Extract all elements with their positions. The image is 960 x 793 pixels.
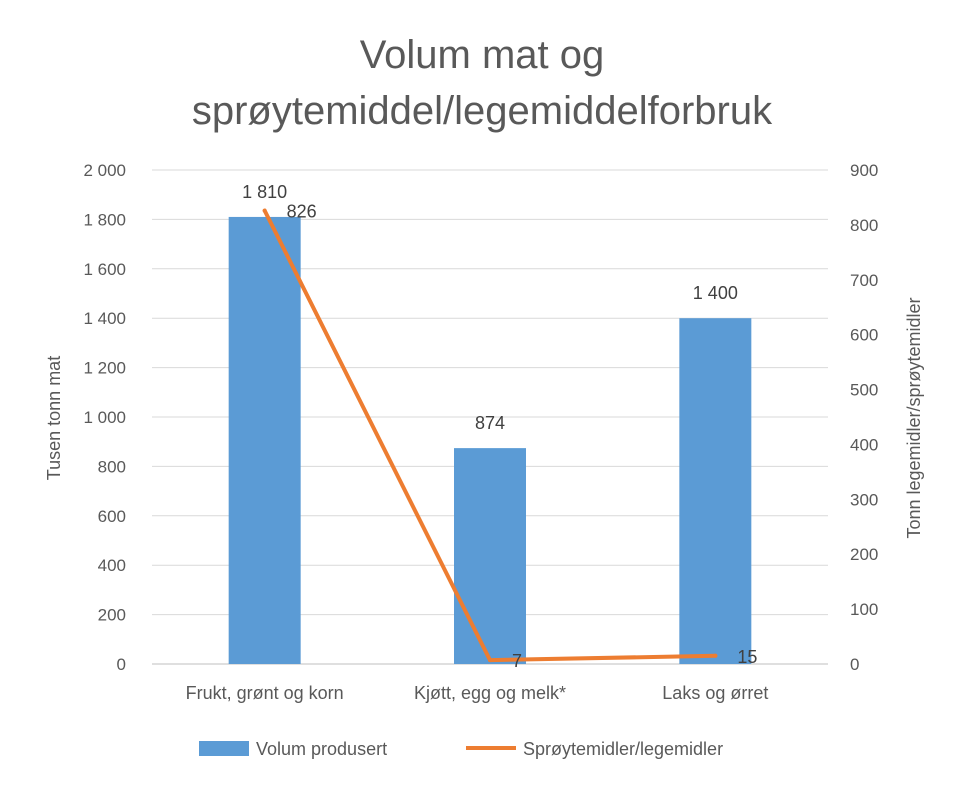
chart-title-line-2: sprøytemiddel/legemiddelforbruk xyxy=(192,89,773,133)
left-tick-label: 1 200 xyxy=(83,359,126,378)
left-tick-label: 200 xyxy=(98,606,126,625)
right-axis-ticks: 0 100 200 300 400 500 600 700 800 900 xyxy=(850,161,878,674)
right-tick-label: 600 xyxy=(850,326,878,345)
right-axis-title: Tonn legemidler/sprøytemidler xyxy=(904,297,924,538)
line-data-label: 7 xyxy=(512,651,522,671)
bar xyxy=(454,448,526,664)
category-label: Kjøtt, egg og melk* xyxy=(414,683,566,703)
left-tick-label: 600 xyxy=(98,507,126,526)
left-tick-label: 0 xyxy=(117,655,126,674)
left-tick-label: 400 xyxy=(98,556,126,575)
legend-label-line: Sprøytemidler/legemidler xyxy=(523,739,723,759)
line-point xyxy=(713,653,718,658)
right-tick-label: 700 xyxy=(850,271,878,290)
right-tick-label: 100 xyxy=(850,600,878,619)
legend-swatch-bar xyxy=(199,741,249,756)
legend-label-bar: Volum produsert xyxy=(256,739,387,759)
line-data-label: 15 xyxy=(737,647,757,667)
bar-series xyxy=(228,216,752,664)
line-data-label: 826 xyxy=(287,202,317,222)
category-labels: Frukt, grønt og korn Kjøtt, egg og melk* L… xyxy=(186,683,769,703)
right-tick-label: 800 xyxy=(850,216,878,235)
line-point xyxy=(262,208,267,213)
right-tick-label: 0 xyxy=(850,655,859,674)
category-label: Frukt, grønt og korn xyxy=(186,683,344,703)
legend: Volum produsert Sprøytemidler/legemidler xyxy=(199,739,723,759)
right-tick-label: 500 xyxy=(850,381,878,400)
bar-data-label: 1 400 xyxy=(693,283,738,303)
data-labels: 1 810 874 1 400 826 7 15 xyxy=(242,182,757,671)
left-tick-label: 1 600 xyxy=(83,260,126,279)
bar xyxy=(679,318,752,664)
chart-title-line-1: Volum mat og xyxy=(360,33,605,77)
right-tick-label: 300 xyxy=(850,490,878,509)
bar-data-label: 874 xyxy=(475,413,505,433)
line-point xyxy=(488,658,492,663)
left-tick-label: 2 000 xyxy=(83,161,126,180)
left-tick-label: 1 400 xyxy=(83,309,126,328)
line-series xyxy=(262,208,718,663)
right-tick-label: 200 xyxy=(850,545,878,564)
right-tick-label: 900 xyxy=(850,161,878,180)
left-axis-title: Tusen tonn mat xyxy=(44,356,64,480)
bar xyxy=(228,216,301,664)
left-axis-ticks: 0 200 400 600 800 1 000 1 200 1 400 1 600 1 800 2 … xyxy=(83,161,126,674)
left-tick-label: 800 xyxy=(98,457,126,476)
left-tick-label: 1 800 xyxy=(83,210,126,229)
bar-data-label: 1 810 xyxy=(242,182,287,202)
left-tick-label: 1 000 xyxy=(83,408,126,427)
right-tick-label: 400 xyxy=(850,435,878,454)
category-label: Laks og ørret xyxy=(662,683,768,703)
